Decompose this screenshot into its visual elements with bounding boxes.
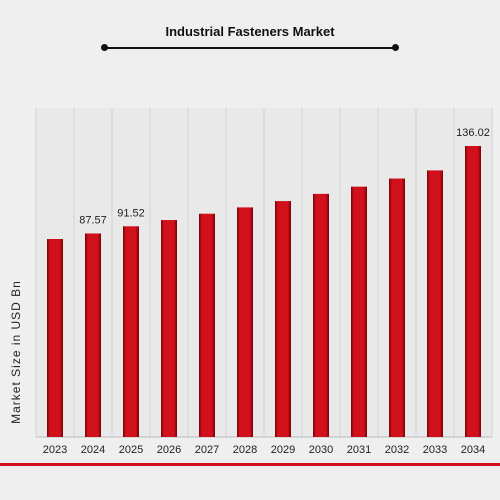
x-tick-label: 2032 [385,444,409,456]
bar-2026 [161,220,177,437]
title-underline [104,47,398,49]
data-label-2024: 87.57 [79,214,107,226]
chart-title: Industrial Fasteners Market [165,24,335,39]
x-tick-label: 2025 [119,444,143,456]
x-tick-label: 2028 [233,444,257,456]
bar-2024 [85,233,101,437]
y-axis-label: Market Size in USD Bn [9,280,23,424]
x-tick-label: 2024 [81,444,105,456]
bar-2034 [465,146,481,437]
x-tick-label: 2027 [195,444,219,456]
data-label-2025: 91.52 [117,207,145,219]
bar-2030 [313,193,329,437]
bar-2031 [351,186,367,437]
bar-2032 [389,178,405,438]
bar-2027 [199,213,215,437]
x-tick-label: 2033 [423,444,447,456]
bar-2028 [237,207,253,437]
bar-2025 [123,226,139,437]
title-underline-left-dot [101,44,108,51]
bottom-accent-line [0,463,500,466]
x-tick-label: 2030 [309,444,333,456]
x-tick-label: 2031 [347,444,371,456]
data-label-2034: 136.02 [456,127,490,139]
bar-2033 [427,170,443,437]
x-tick-label: 2029 [271,444,295,456]
x-tick-label: 2026 [157,444,181,456]
bar-2023 [47,239,63,437]
bar-2029 [275,201,291,437]
title-underline-right-dot [392,44,399,51]
x-tick-label: 2034 [461,444,485,456]
x-tick-label: 2023 [43,444,67,456]
